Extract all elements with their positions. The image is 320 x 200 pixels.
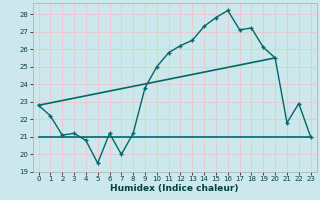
X-axis label: Humidex (Indice chaleur): Humidex (Indice chaleur)	[110, 184, 239, 193]
